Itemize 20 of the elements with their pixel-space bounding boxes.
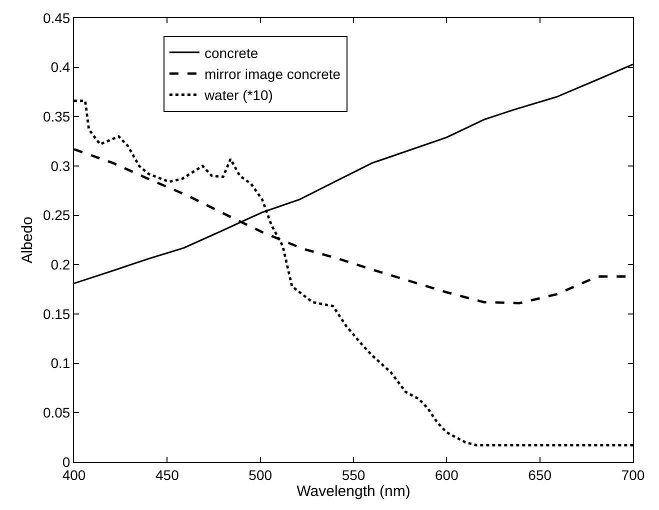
y-axis-title: Albedo bbox=[19, 216, 36, 264]
y-tick-label: 0.25 bbox=[42, 207, 70, 224]
x-tick-label: 600 bbox=[434, 466, 459, 483]
y-tick-label: 0.3 bbox=[50, 158, 70, 174]
y-tick-label: 0.15 bbox=[42, 306, 70, 322]
y-tick-label: 0.35 bbox=[42, 108, 70, 125]
x-tick-label: 700 bbox=[621, 466, 645, 483]
x-tick-label: 650 bbox=[528, 466, 552, 483]
y-tick-label: 0.2 bbox=[50, 256, 70, 273]
y-tick-label: 0.4 bbox=[50, 59, 70, 76]
y-tick-label: 0.45 bbox=[42, 10, 70, 26]
x-axis-title: Wavelength (nm) bbox=[296, 482, 410, 500]
y-tick-label: 0.05 bbox=[42, 404, 70, 421]
legend-label: concrete bbox=[204, 44, 258, 61]
legend-label: mirror image concrete bbox=[204, 66, 341, 82]
x-tick-label: 500 bbox=[248, 466, 272, 483]
x-tick-label: 550 bbox=[342, 466, 366, 483]
x-tick-label: 450 bbox=[155, 466, 180, 483]
y-tick-label: 0.1 bbox=[50, 355, 70, 372]
legend-label: water (*10) bbox=[203, 87, 273, 104]
